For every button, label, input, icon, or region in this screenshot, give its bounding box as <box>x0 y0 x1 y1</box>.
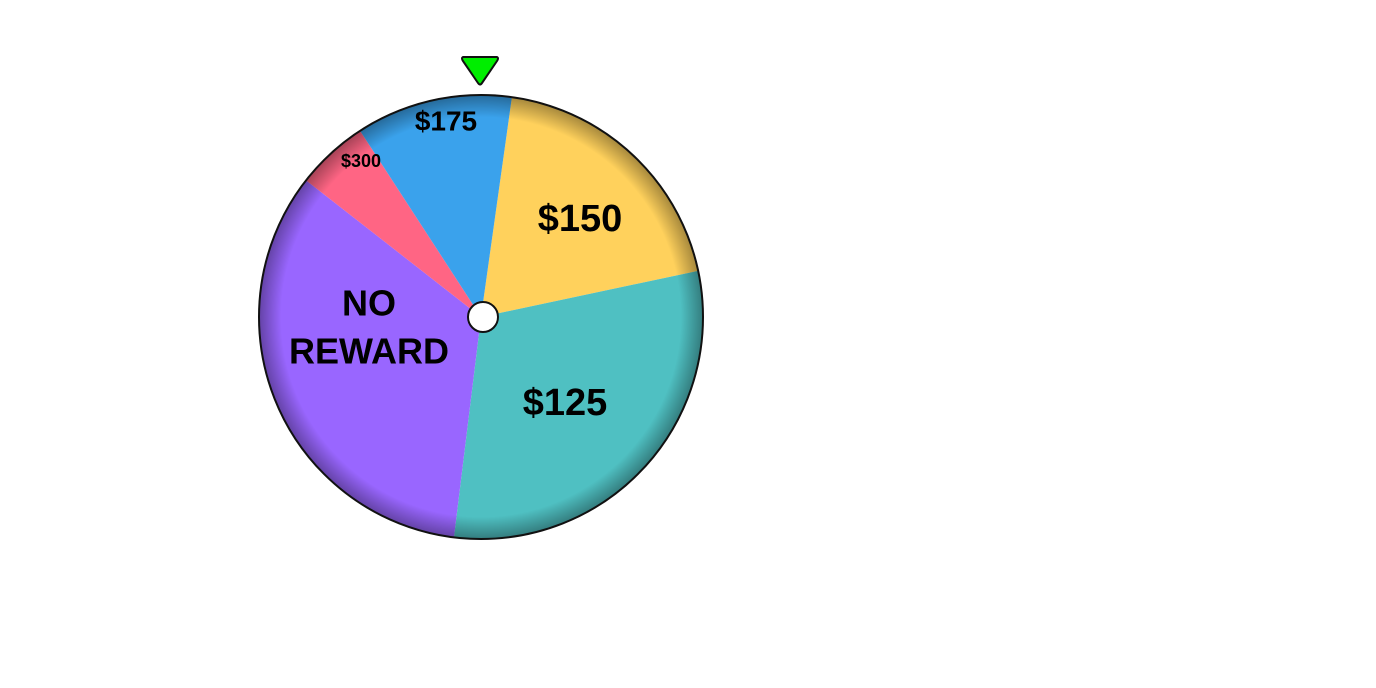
wheel-segment-label: $150 <box>538 198 623 240</box>
wheel-rim <box>258 94 704 540</box>
spin-wheel[interactable]: $150 $125 NO REWARD $300 $175 <box>258 94 704 540</box>
wheel-labels: $150 $125 NO REWARD $300 $175 <box>289 105 622 424</box>
wheel-segment-label: $125 <box>523 382 608 424</box>
wheel-segment-label: $300 <box>341 151 381 171</box>
wheel-segment-label: REWARD <box>289 331 449 372</box>
wheel-hub <box>467 301 499 333</box>
wheel-segment-label: $175 <box>415 105 477 136</box>
wheel-segment-label: NO <box>342 283 396 324</box>
pointer-triangle-icon <box>461 56 499 86</box>
